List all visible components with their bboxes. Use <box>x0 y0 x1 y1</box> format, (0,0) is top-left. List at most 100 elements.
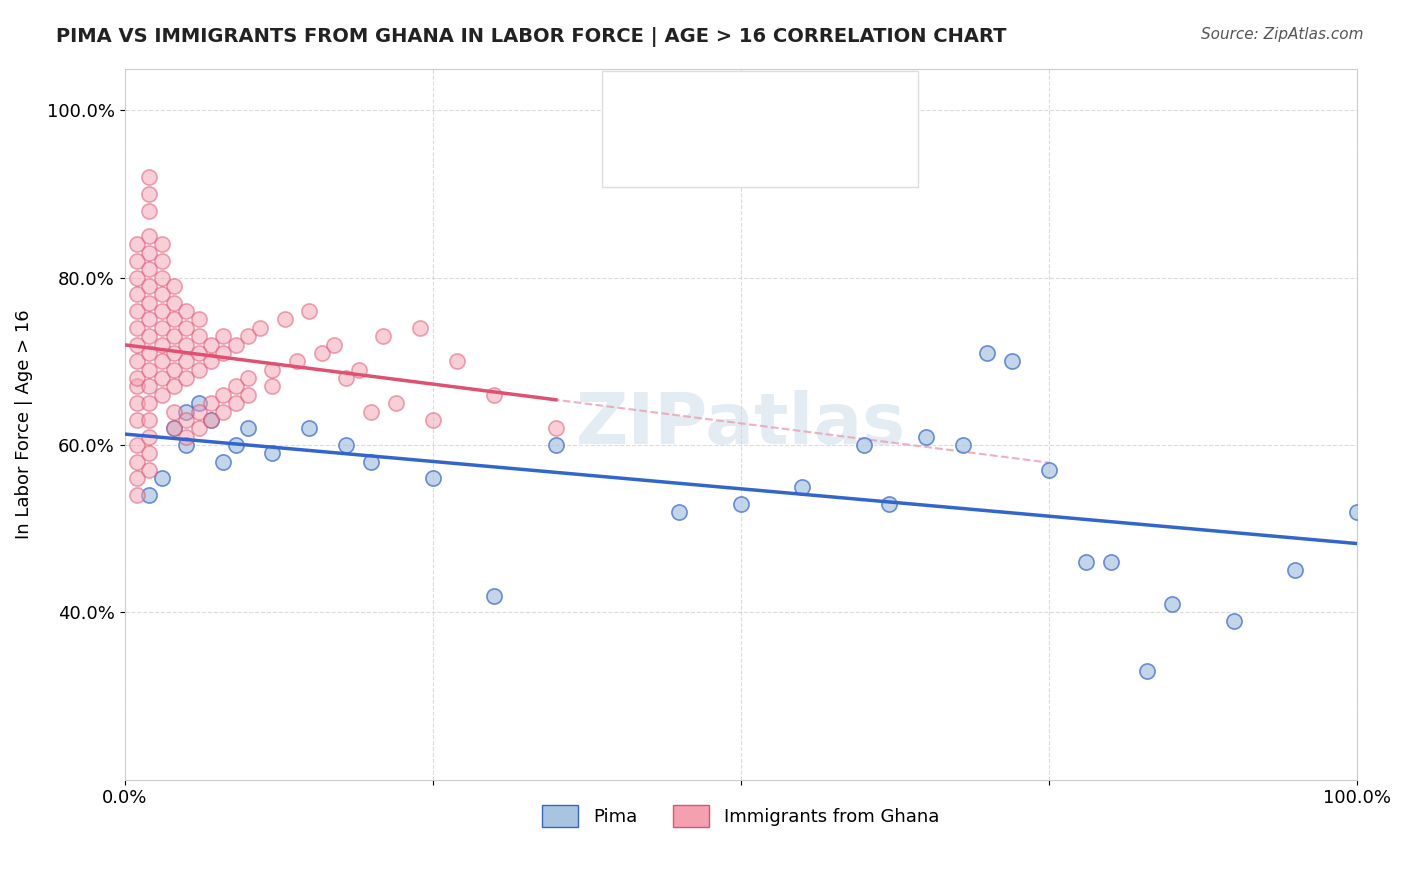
Point <box>125 270 148 285</box>
Point <box>976 346 998 360</box>
Point <box>877 497 900 511</box>
Point <box>225 438 247 452</box>
Point <box>384 396 406 410</box>
Point <box>200 413 222 427</box>
Point <box>163 346 186 360</box>
Point <box>853 438 876 452</box>
Point <box>422 471 444 485</box>
Point <box>1346 505 1368 519</box>
Point <box>236 329 259 343</box>
Point <box>138 396 160 410</box>
Point <box>138 170 160 185</box>
Point <box>274 312 297 326</box>
Point <box>163 295 186 310</box>
Point <box>422 413 444 427</box>
Point <box>544 438 567 452</box>
Point <box>138 429 160 443</box>
Point <box>138 362 160 376</box>
Point <box>150 237 173 252</box>
Point <box>125 304 148 318</box>
Point <box>792 480 814 494</box>
Point <box>125 254 148 268</box>
Point <box>1161 597 1184 611</box>
Point <box>174 371 197 385</box>
Point <box>409 321 432 335</box>
Y-axis label: In Labor Force | Age > 16: In Labor Force | Age > 16 <box>15 310 32 539</box>
Point <box>347 362 370 376</box>
Point <box>125 237 148 252</box>
Point <box>187 404 209 418</box>
Point <box>163 379 186 393</box>
Point <box>187 362 209 376</box>
Text: PIMA VS IMMIGRANTS FROM GHANA IN LABOR FORCE | AGE > 16 CORRELATION CHART: PIMA VS IMMIGRANTS FROM GHANA IN LABOR F… <box>56 27 1007 46</box>
Point <box>125 371 148 385</box>
Point <box>212 455 235 469</box>
Point <box>1038 463 1060 477</box>
Point <box>163 312 186 326</box>
Point <box>360 404 382 418</box>
Text: R = -0.413    N = 34: R = -0.413 N = 34 <box>661 96 844 114</box>
Point <box>1284 564 1306 578</box>
Point <box>225 396 247 410</box>
Point <box>125 488 148 502</box>
Point <box>262 362 284 376</box>
Point <box>952 438 974 452</box>
Point <box>125 396 148 410</box>
Point <box>187 396 209 410</box>
Point <box>138 346 160 360</box>
Point <box>212 404 235 418</box>
Point <box>174 337 197 351</box>
Point <box>1074 555 1097 569</box>
Point <box>187 346 209 360</box>
Point <box>150 304 173 318</box>
Point <box>484 388 506 402</box>
Point <box>1099 555 1122 569</box>
Point <box>446 354 468 368</box>
Point <box>138 329 160 343</box>
Point <box>236 388 259 402</box>
Point <box>200 354 222 368</box>
Point <box>138 488 160 502</box>
Point <box>150 270 173 285</box>
Point <box>138 245 160 260</box>
Text: R =  0.260    N = 98: R = 0.260 N = 98 <box>661 146 842 164</box>
Point <box>150 388 173 402</box>
Point <box>262 379 284 393</box>
Point <box>163 279 186 293</box>
Point <box>138 228 160 243</box>
Point <box>311 346 333 360</box>
Point <box>125 413 148 427</box>
Point <box>236 371 259 385</box>
Point <box>200 396 222 410</box>
Point <box>174 429 197 443</box>
Point <box>668 505 690 519</box>
Point <box>138 186 160 201</box>
Point <box>125 337 148 351</box>
Point <box>138 295 160 310</box>
Point <box>125 438 148 452</box>
Point <box>373 329 395 343</box>
Point <box>225 379 247 393</box>
Point <box>212 329 235 343</box>
Point <box>150 321 173 335</box>
Point <box>262 446 284 460</box>
Point <box>138 262 160 277</box>
Point <box>200 337 222 351</box>
Point <box>298 304 321 318</box>
Text: ZIPatlas: ZIPatlas <box>575 390 905 458</box>
Point <box>174 413 197 427</box>
Point <box>150 354 173 368</box>
Point <box>914 429 936 443</box>
Point <box>484 589 506 603</box>
Point <box>163 421 186 435</box>
Point <box>249 321 271 335</box>
Point <box>187 312 209 326</box>
Point <box>138 279 160 293</box>
Point <box>150 371 173 385</box>
Point <box>163 404 186 418</box>
Point <box>150 471 173 485</box>
Point <box>150 287 173 301</box>
Point <box>285 354 308 368</box>
Point <box>125 287 148 301</box>
Point <box>138 379 160 393</box>
